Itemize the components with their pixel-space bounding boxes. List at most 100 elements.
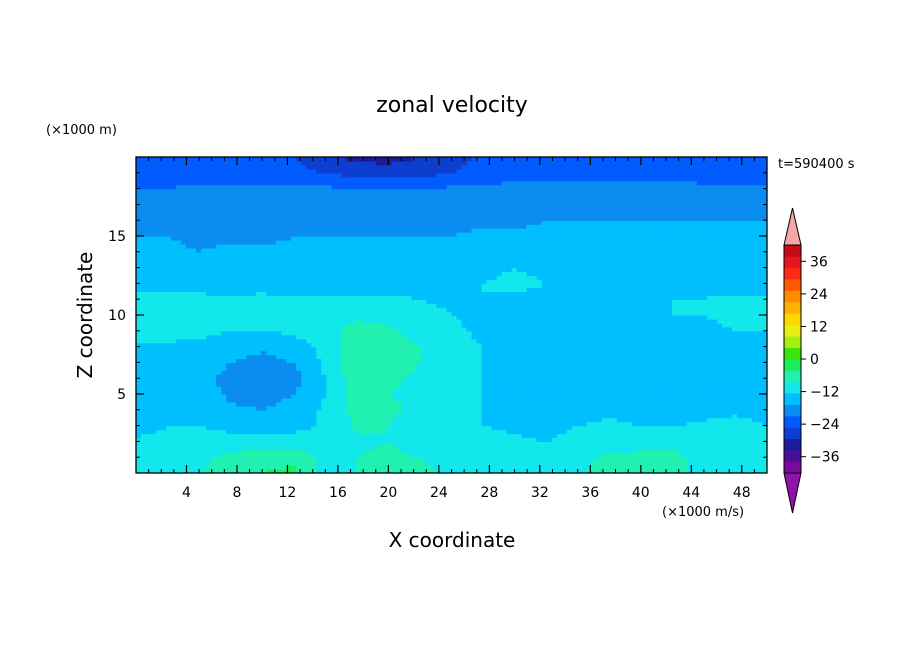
field-cell — [726, 425, 733, 431]
field-cell — [506, 338, 513, 344]
field-cell — [246, 413, 252, 419]
field-cell — [446, 315, 453, 320]
field-cell — [156, 397, 162, 403]
field-cell — [201, 315, 207, 320]
field-cell — [531, 315, 538, 320]
field-cell — [496, 425, 503, 431]
field-cell — [211, 346, 217, 352]
field-cell — [731, 362, 738, 367]
field-cell — [566, 449, 573, 454]
field-cell — [451, 358, 458, 363]
field-cell — [326, 342, 332, 348]
field-cell — [291, 330, 297, 336]
field-cell — [511, 433, 518, 439]
field-cell — [146, 370, 152, 375]
field-cell — [571, 322, 578, 328]
field-cell — [616, 374, 623, 379]
field-cell — [201, 390, 207, 395]
field-cell — [271, 425, 277, 431]
field-cell — [356, 342, 362, 348]
field-cell — [561, 366, 568, 371]
field-cell — [511, 417, 518, 423]
field-cell — [416, 453, 423, 458]
field-cell — [596, 465, 603, 470]
field-cell — [261, 421, 267, 427]
field-cell — [226, 401, 232, 407]
field-cell — [726, 457, 733, 462]
field-cell — [141, 429, 147, 435]
field-cell — [221, 322, 227, 328]
field-cell — [301, 453, 307, 458]
field-cell — [531, 378, 538, 383]
field-cell — [506, 342, 513, 348]
field-cell — [651, 378, 658, 383]
field-cell — [226, 437, 232, 442]
field-cell — [351, 394, 357, 399]
field-cell — [416, 354, 423, 360]
field-cell — [261, 366, 267, 371]
field-cell — [606, 318, 613, 324]
field-cell — [711, 433, 718, 439]
field-cell — [721, 326, 728, 332]
field-cell — [331, 397, 337, 403]
field-cell — [621, 394, 628, 399]
field-cell — [736, 390, 743, 395]
field-cell — [756, 429, 763, 435]
field-cell — [656, 350, 663, 356]
field-cell — [726, 366, 733, 371]
field-cell — [676, 390, 683, 395]
field-cell — [321, 397, 327, 403]
field-cell — [211, 362, 217, 367]
field-cell — [456, 394, 463, 399]
field-cell — [401, 342, 408, 348]
field-cell — [186, 382, 192, 387]
field-cell — [276, 445, 282, 450]
field-cell — [491, 413, 498, 419]
field-cell — [741, 405, 748, 411]
field-cell — [411, 457, 418, 462]
field-cell — [326, 322, 332, 328]
field-cell — [746, 374, 753, 379]
field-cell — [751, 397, 758, 403]
field-cell — [351, 429, 357, 435]
field-cell — [426, 370, 433, 375]
field-cell — [736, 350, 743, 356]
field-cell — [711, 342, 718, 348]
field-cell — [221, 382, 227, 387]
time-label: t=590400 s — [778, 157, 855, 172]
field-cell — [341, 378, 347, 383]
field-cell — [196, 390, 202, 395]
field-cell — [676, 370, 683, 375]
field-cell — [276, 342, 282, 348]
field-cell — [306, 350, 312, 356]
field-cell — [731, 326, 738, 332]
field-cell — [571, 342, 578, 348]
field-cell — [276, 469, 282, 473]
field-cell — [471, 421, 478, 427]
field-cell — [341, 326, 347, 332]
field-cell — [511, 457, 518, 462]
field-cell — [241, 433, 247, 439]
field-cell — [596, 449, 603, 454]
field-cell — [266, 322, 272, 328]
field-cell — [336, 330, 342, 336]
field-cell — [761, 354, 767, 360]
field-cell — [441, 378, 448, 383]
field-cell — [666, 465, 673, 470]
field-cell — [156, 394, 162, 399]
field-cell — [741, 350, 748, 356]
field-cell — [461, 405, 468, 411]
field-cell — [226, 425, 232, 431]
field-cell — [136, 315, 142, 320]
field-cell — [656, 358, 663, 363]
field-cell — [401, 382, 408, 387]
field-cell — [606, 322, 613, 328]
field-cell — [696, 453, 703, 458]
field-cell — [606, 429, 613, 435]
field-cell — [536, 437, 543, 442]
field-cell — [506, 350, 513, 356]
field-cell — [226, 378, 232, 383]
field-cell — [386, 401, 393, 407]
field-cell — [211, 401, 217, 407]
field-cell — [166, 358, 172, 363]
